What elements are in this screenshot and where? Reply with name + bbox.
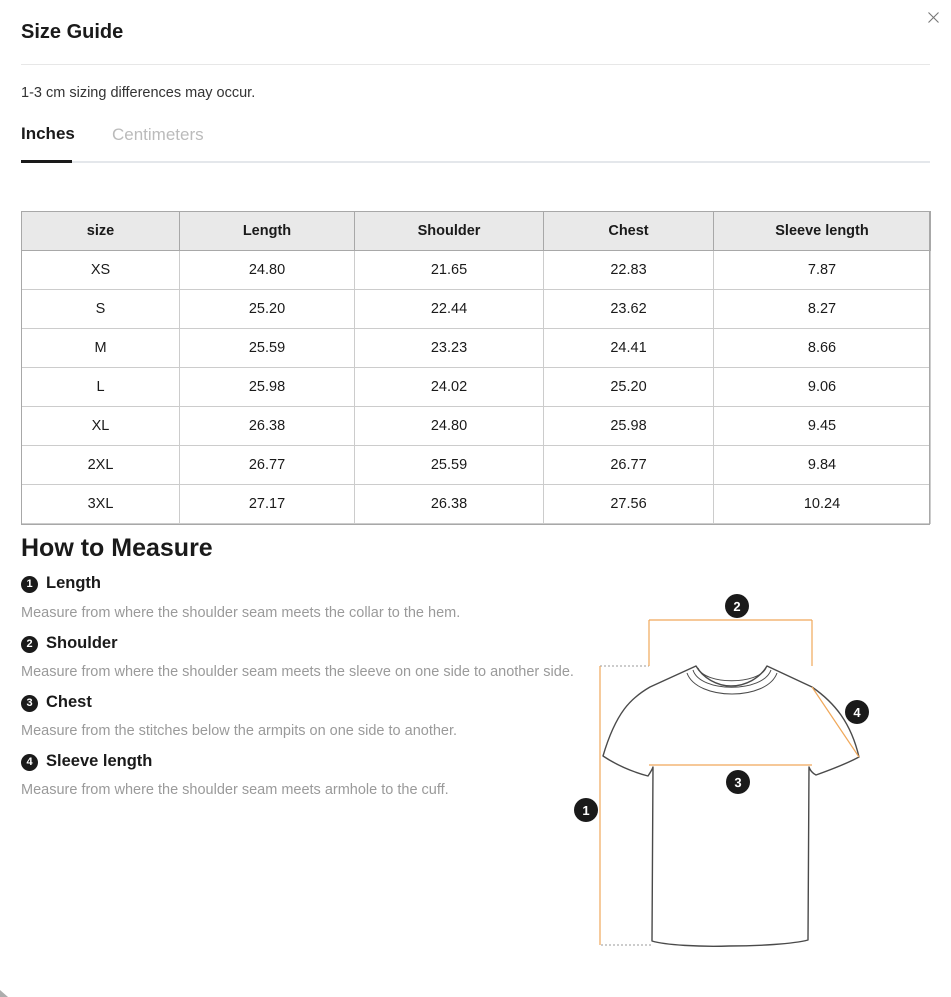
svg-text:3: 3 [734,775,741,790]
svg-text:4: 4 [853,705,861,720]
svg-text:1: 1 [582,803,589,818]
svg-text:2: 2 [733,599,740,614]
